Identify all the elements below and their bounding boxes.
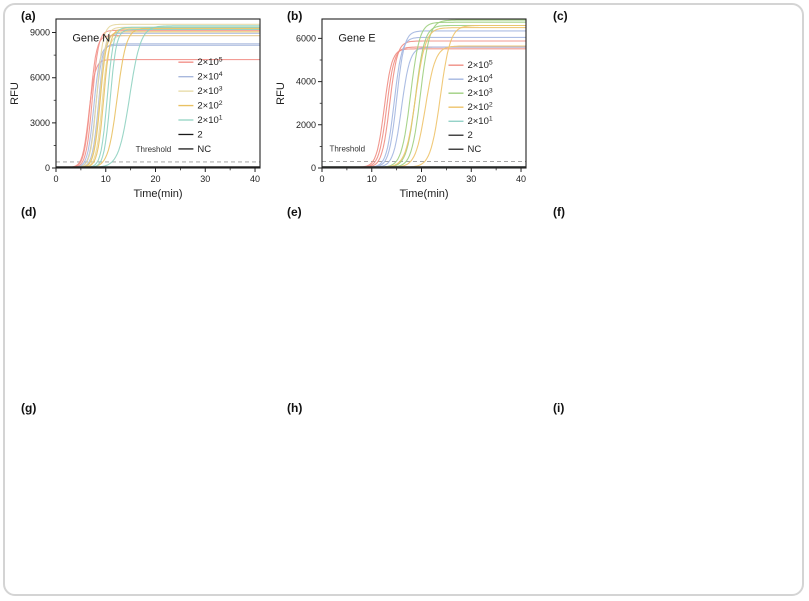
chart-time-to-positive-bars bbox=[538, 6, 803, 202]
svg-text:NC: NC bbox=[197, 144, 211, 155]
panel-a: (a) 0 10 20 30 40 0 3000 6000 9000 Time(min) RFU Ge… bbox=[6, 6, 272, 202]
svg-text:10: 10 bbox=[367, 174, 377, 184]
panel-letter-h: (h) bbox=[287, 401, 303, 415]
svg-text:4000: 4000 bbox=[296, 77, 316, 87]
panel-letter-g: (g) bbox=[21, 401, 37, 415]
svg-text:2: 2 bbox=[467, 130, 472, 141]
svg-text:0: 0 bbox=[53, 174, 58, 184]
chart-ttp-regression bbox=[538, 202, 803, 398]
svg-text:2×105: 2×105 bbox=[467, 60, 492, 72]
svg-text:6000: 6000 bbox=[296, 33, 316, 43]
panel-h: (h) bbox=[272, 398, 538, 595]
panel-d: (d) bbox=[6, 202, 272, 398]
svg-text:0: 0 bbox=[45, 163, 50, 173]
panel-letter-f: (f) bbox=[553, 205, 565, 219]
svg-text:40: 40 bbox=[250, 174, 260, 184]
panel-i: (i) bbox=[538, 398, 803, 595]
chart-rtpcr-human-rna bbox=[272, 398, 538, 595]
chart-hit-rate-lod bbox=[272, 202, 538, 398]
svg-text:20: 20 bbox=[417, 174, 427, 184]
panel-b: (b) 0 10 20 30 40 0 2000 4000 6000 Time(min) RFU Ge… bbox=[272, 6, 538, 202]
figure-panel: (a) 0 10 20 30 40 0 3000 6000 9000 Time(min) RFU Ge… bbox=[3, 3, 804, 596]
panel-letter-a: (a) bbox=[21, 9, 36, 23]
svg-text:30: 30 bbox=[466, 174, 476, 184]
svg-text:6000: 6000 bbox=[30, 73, 50, 83]
svg-text:2×104: 2×104 bbox=[197, 71, 222, 83]
svg-text:Time(min): Time(min) bbox=[399, 188, 448, 200]
svg-text:9000: 9000 bbox=[30, 28, 50, 38]
panel-c: (c) bbox=[538, 6, 803, 202]
panel-letter-d: (d) bbox=[21, 205, 37, 219]
svg-text:2×102: 2×102 bbox=[197, 100, 222, 112]
svg-text:NC: NC bbox=[467, 144, 481, 155]
chart-lamp-vs-pcr-correlation bbox=[538, 398, 803, 595]
svg-text:0: 0 bbox=[319, 174, 324, 184]
svg-text:30: 30 bbox=[200, 174, 210, 184]
svg-text:2×101: 2×101 bbox=[197, 115, 222, 127]
chart-gene-n-amplification: 0 10 20 30 40 0 3000 6000 9000 Time(min) RFU Gene N… bbox=[9, 18, 261, 200]
panel-e: (e) bbox=[272, 202, 538, 398]
svg-text:Threshold: Threshold bbox=[136, 145, 172, 154]
panel-f: (f) bbox=[538, 202, 803, 398]
svg-text:Gene N: Gene N bbox=[72, 32, 110, 44]
svg-text:2×102: 2×102 bbox=[467, 102, 492, 114]
svg-text:Threshold: Threshold bbox=[329, 145, 365, 154]
svg-text:RFU: RFU bbox=[9, 82, 21, 105]
svg-text:2×104: 2×104 bbox=[467, 74, 492, 86]
svg-text:Time(min): Time(min) bbox=[133, 188, 182, 200]
svg-text:3000: 3000 bbox=[30, 118, 50, 128]
chart-dilution-amplification bbox=[6, 202, 272, 398]
svg-text:0: 0 bbox=[311, 163, 316, 173]
svg-text:40: 40 bbox=[516, 174, 526, 184]
svg-text:RFU: RFU bbox=[275, 82, 287, 105]
svg-text:2×103: 2×103 bbox=[197, 86, 222, 98]
panel-letter-e: (e) bbox=[287, 205, 302, 219]
panel-g: (g) bbox=[6, 398, 272, 595]
chart-rtlamp-human-rna bbox=[6, 398, 272, 595]
panel-grid: (a) 0 10 20 30 40 0 3000 6000 9000 Time(min) RFU Ge… bbox=[6, 6, 803, 595]
panel-letter-b: (b) bbox=[287, 9, 303, 23]
svg-text:2000: 2000 bbox=[296, 120, 316, 130]
panel-letter-c: (c) bbox=[553, 9, 568, 23]
panel-letter-i: (i) bbox=[553, 401, 565, 415]
svg-text:10: 10 bbox=[101, 174, 111, 184]
svg-text:20: 20 bbox=[151, 174, 161, 184]
svg-text:2×103: 2×103 bbox=[467, 88, 492, 100]
svg-text:2×101: 2×101 bbox=[467, 116, 492, 128]
svg-text:2: 2 bbox=[197, 129, 202, 140]
svg-text:Gene E: Gene E bbox=[338, 32, 375, 44]
chart-gene-e-amplification: 0 10 20 30 40 0 2000 4000 6000 Time(min) RFU Gene E… bbox=[275, 18, 527, 200]
svg-text:2×105: 2×105 bbox=[197, 57, 222, 69]
